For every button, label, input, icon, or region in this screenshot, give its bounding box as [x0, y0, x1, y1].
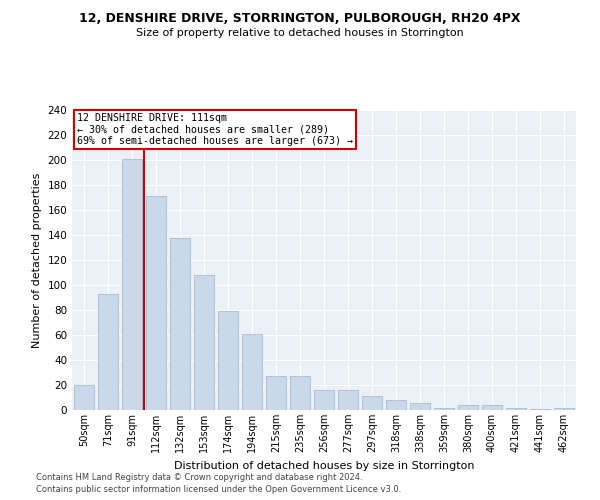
Bar: [194, 275, 214, 410]
Bar: [554, 408, 574, 410]
Bar: [266, 376, 286, 410]
Bar: [530, 409, 550, 410]
Bar: [410, 402, 430, 410]
Bar: [290, 376, 310, 410]
Text: 12 DENSHIRE DRIVE: 111sqm
← 30% of detached houses are smaller (289)
69% of semi: 12 DENSHIRE DRIVE: 111sqm ← 30% of detac…: [77, 113, 353, 146]
Text: Size of property relative to detached houses in Storrington: Size of property relative to detached ho…: [136, 28, 464, 38]
Bar: [458, 405, 478, 410]
Bar: [386, 400, 406, 410]
Bar: [122, 159, 142, 410]
Text: Contains HM Land Registry data © Crown copyright and database right 2024.: Contains HM Land Registry data © Crown c…: [36, 472, 362, 482]
Bar: [362, 396, 382, 410]
Text: Contains public sector information licensed under the Open Government Licence v3: Contains public sector information licen…: [36, 485, 401, 494]
Bar: [146, 196, 166, 410]
Bar: [242, 334, 262, 410]
Bar: [506, 408, 526, 410]
Bar: [98, 294, 118, 410]
Bar: [482, 405, 502, 410]
Bar: [434, 408, 454, 410]
X-axis label: Distribution of detached houses by size in Storrington: Distribution of detached houses by size …: [174, 460, 474, 470]
Bar: [74, 385, 94, 410]
Text: 12, DENSHIRE DRIVE, STORRINGTON, PULBOROUGH, RH20 4PX: 12, DENSHIRE DRIVE, STORRINGTON, PULBORO…: [79, 12, 521, 26]
Bar: [314, 390, 334, 410]
Bar: [218, 311, 238, 410]
Bar: [170, 238, 190, 410]
Y-axis label: Number of detached properties: Number of detached properties: [32, 172, 42, 348]
Bar: [338, 390, 358, 410]
